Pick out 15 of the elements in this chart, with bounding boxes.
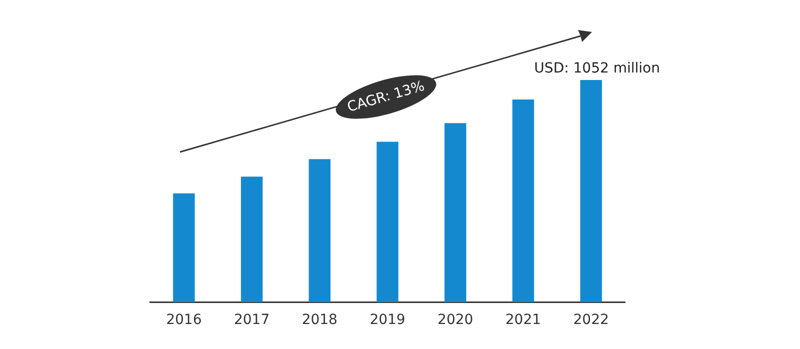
bar: [512, 100, 534, 302]
x-tick-label: 2016: [166, 312, 202, 328]
x-tick-label: 2018: [302, 312, 338, 328]
annotation: USD: 1052 million: [534, 60, 660, 77]
bar: [173, 193, 195, 302]
bar: [444, 123, 466, 302]
x-tick-label: 2019: [370, 312, 406, 328]
bar: [308, 159, 330, 302]
x-tick-label: 2022: [573, 312, 609, 328]
x-tick-label: 2020: [438, 312, 474, 328]
x-tick-label: 2017: [234, 312, 270, 328]
bar: [580, 80, 602, 302]
x-tick-label: 2021: [505, 312, 542, 328]
bar: [240, 176, 263, 302]
bar: [376, 142, 398, 302]
